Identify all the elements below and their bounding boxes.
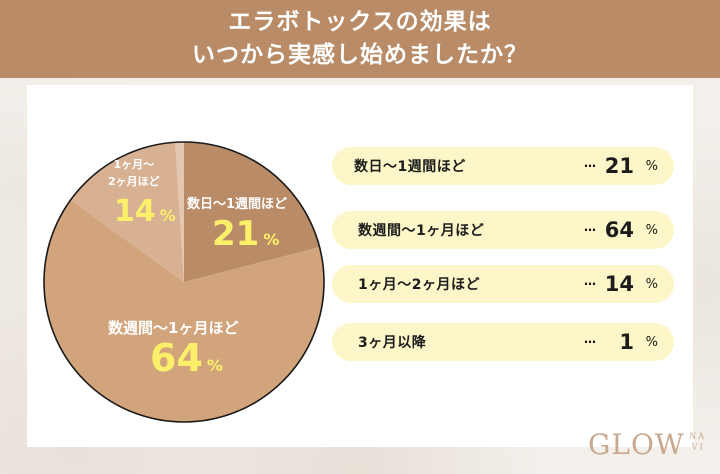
logo-sub-bottom: VI: [691, 442, 705, 452]
legend-dots: …: [584, 332, 597, 346]
slice-1-2-months: [70, 142, 184, 282]
logo-main: GLOW: [588, 428, 685, 461]
slice-few-weeks: [43, 199, 324, 422]
slice-value-14-number: 14: [114, 194, 156, 229]
slice-value-21-number: 21: [212, 214, 260, 254]
legend-label: 数週間〜1ヶ月ほど: [358, 223, 485, 239]
legend-item: 数日〜1週間ほど … 21 %: [332, 147, 674, 185]
slice-value-21: 21%: [212, 214, 279, 254]
slice-value-64-number: 64: [150, 336, 203, 380]
pie-outline: [43, 141, 325, 423]
slice-label-21: 数日〜1週間ほど: [187, 197, 288, 212]
slice-label-14-line1: 1ヶ月〜: [113, 158, 155, 171]
legend-item: 3ヶ月以降 … 1 %: [332, 323, 674, 361]
legend-dots: …: [584, 156, 597, 170]
logo-sub: NA VI: [686, 431, 710, 453]
slice-value-14: 14%: [114, 194, 176, 229]
slice-label-14: 1ヶ月〜 2ヶ月ほど: [108, 156, 160, 190]
legend-label: 数日〜1週間ほど: [354, 159, 466, 175]
legend-unit: %: [645, 158, 658, 174]
pie-chart: [42, 140, 326, 424]
slice-label-14-line2: 2ヶ月ほど: [108, 175, 160, 188]
legend-unit: %: [645, 276, 658, 292]
header-banner: エラボトックスの効果は いつから実感し始めましたか？: [0, 0, 720, 78]
glownavi-logo: GLOW NA VI: [588, 428, 705, 461]
legend-item: 数週間〜1ヶ月ほど … 64 %: [332, 211, 674, 249]
pie-chart-svg: [43, 141, 325, 423]
title-line-2: いつから実感し始めましたか？: [192, 42, 528, 68]
legend-value: 21: [604, 154, 634, 178]
slice-3-months-plus: [175, 142, 184, 282]
slice-value-14-unit: %: [159, 206, 176, 225]
legend-value: 64: [604, 218, 634, 242]
legend-label: 1ヶ月〜2ヶ月ほど: [358, 277, 480, 293]
slice-few-days: [184, 142, 320, 282]
legend-dots: …: [584, 274, 597, 288]
legend-unit: %: [645, 222, 658, 238]
slice-value-64-unit: %: [206, 356, 223, 375]
legend-label: 3ヶ月以降: [358, 335, 427, 351]
legend-value: 1: [619, 330, 634, 354]
legend-item: 1ヶ月〜2ヶ月ほど … 14 %: [332, 265, 674, 303]
legend-unit: %: [645, 334, 658, 350]
title-line-1: エラボトックスの効果は: [228, 9, 492, 35]
slice-value-21-unit: %: [263, 230, 280, 249]
legend-dots: …: [584, 220, 597, 234]
legend-value: 14: [604, 272, 634, 296]
slice-label-64: 数週間〜1ヶ月ほど: [108, 319, 239, 337]
logo-sub-top: NA: [689, 431, 707, 441]
slice-value-64: 64%: [150, 336, 223, 380]
